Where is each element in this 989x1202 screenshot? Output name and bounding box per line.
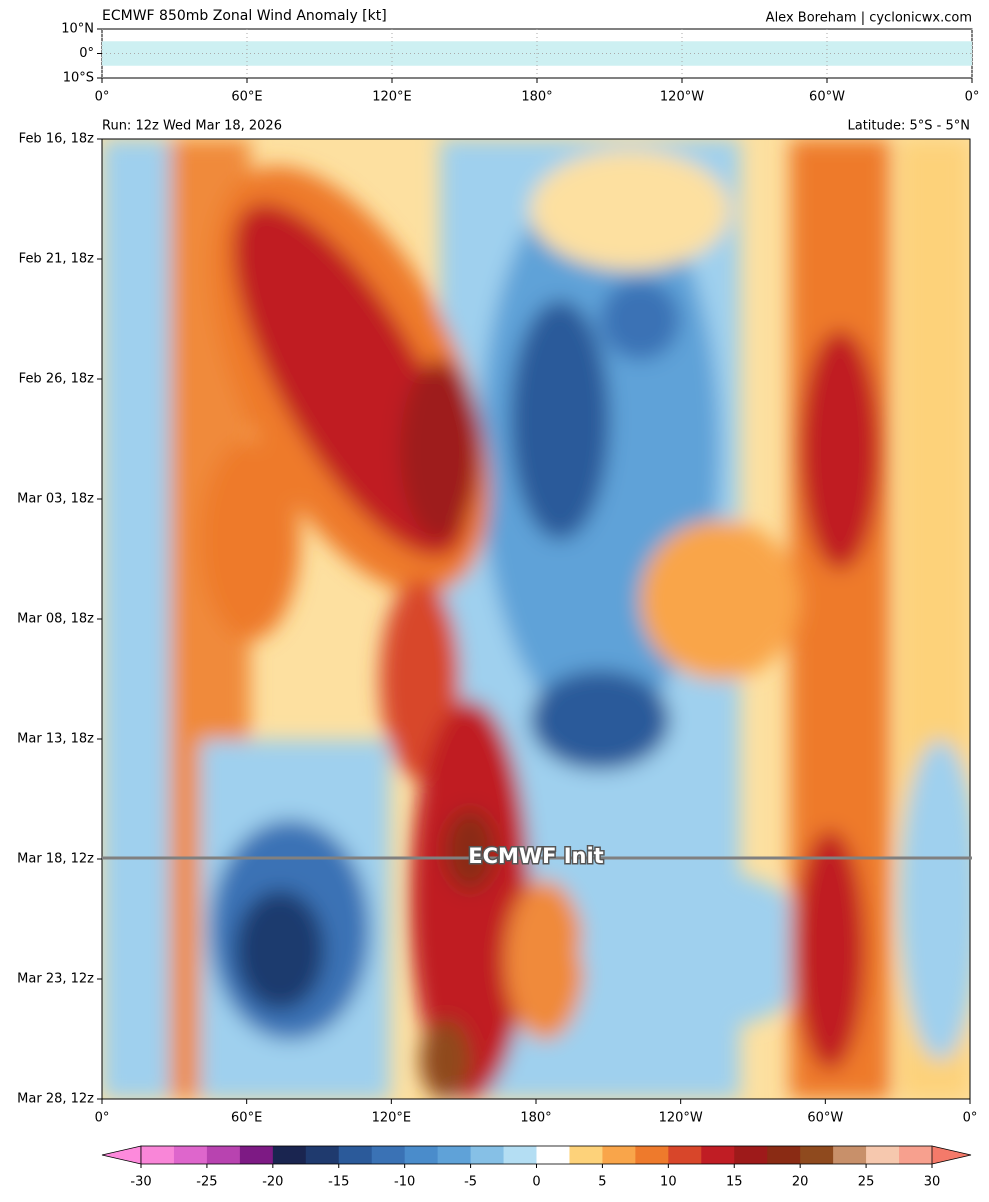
colorbar-swatch [206,1146,241,1164]
colorbar-extend-high [931,1145,972,1165]
credit: Alex Boreham | cyclonicwx.com [766,11,972,26]
x-tick-label: 60°W [809,90,845,105]
colorbar-swatch [734,1146,768,1164]
colorbar-extend-low [101,1145,142,1165]
run-label: Run: 12z Wed Mar 18, 2026 [102,119,282,134]
x-tick-label: 0° [95,1111,110,1126]
colorbar-swatch [239,1146,274,1164]
colorbar-swatch [668,1146,702,1164]
init-label: ECMWF Init [468,844,603,868]
colorbar-swatch [833,1146,867,1164]
colorbar-swatch [899,1146,933,1164]
colorbar-swatch [800,1146,834,1164]
x-tick-label: 120°W [660,90,704,105]
x-tick-label: 0° [965,90,980,105]
colorbar-swatch [701,1146,735,1164]
y-tick-label: Feb 26, 18z [19,372,94,387]
colorbar-swatch [305,1146,340,1164]
y-tick-label: 0° [79,46,94,61]
y-tick-label: 10°N [61,22,94,37]
colorbar-tick-label: 15 [726,1175,743,1190]
x-tick-label: 180° [520,1111,551,1126]
colorbar-tick-label: 25 [858,1175,875,1190]
x-tick-label: 120°E [372,90,412,105]
y-tick-label: Mar 23, 12z [17,972,94,987]
x-tick-label: 180° [521,90,552,105]
colorbar-tick-label: -30 [130,1175,151,1190]
latitude-label: Latitude: 5°S - 5°N [848,119,971,134]
colorbar-swatch [635,1146,669,1164]
colorbar-swatch [767,1146,801,1164]
colorbar-swatch [866,1146,900,1164]
colorbar-tick-label: 10 [660,1175,677,1190]
chart-title: ECMWF 850mb Zonal Wind Anomaly [kt] [102,8,387,24]
x-tick-label: 120°E [372,1111,412,1126]
x-tick-label: 120°W [659,1111,703,1126]
y-tick-label: Mar 13, 18z [17,732,94,747]
colorbar-swatch [141,1146,175,1164]
colorbar-swatch [437,1146,472,1164]
colorbar-swatch [272,1146,307,1164]
y-tick-label: Mar 28, 12z [17,1092,94,1107]
x-tick-label: 60°E [231,1111,262,1126]
colorbar-tick-label: -20 [262,1175,283,1190]
colorbar-tick-label: 5 [598,1175,606,1190]
colorbar-swatch [404,1146,439,1164]
y-tick-label: Feb 21, 18z [19,252,94,267]
colorbar-swatch [338,1146,373,1164]
colorbar-tick-label: -10 [394,1175,415,1190]
x-tick-label: 0° [95,90,110,105]
x-tick-label: 0° [963,1111,978,1126]
colorbar-tick-label: 0 [532,1175,540,1190]
x-tick-label: 60°W [807,1111,843,1126]
colorbar-swatch [536,1146,570,1164]
colorbar-swatch [173,1146,208,1164]
colorbar-swatch [602,1146,636,1164]
y-tick-label: Mar 08, 18z [17,612,94,627]
colorbar-tick-label: 30 [924,1175,941,1190]
colorbar-swatch [470,1146,505,1164]
colorbar-tick-label: -25 [196,1175,217,1190]
y-tick-label: Mar 03, 18z [17,492,94,507]
colorbar-swatch [503,1146,537,1164]
colorbar-swatch [371,1146,406,1164]
colorbar-tick-label: -5 [464,1175,477,1190]
x-tick-label: 60°E [231,90,262,105]
colorbar-swatch [569,1146,603,1164]
y-tick-label: Feb 16, 18z [19,132,94,147]
y-tick-label: Mar 18, 12z [17,852,94,867]
colorbar-tick-label: 20 [792,1175,809,1190]
y-tick-label: 10°S [63,71,94,86]
wind-field [102,139,970,1099]
colorbar-tick-label: -15 [328,1175,349,1190]
